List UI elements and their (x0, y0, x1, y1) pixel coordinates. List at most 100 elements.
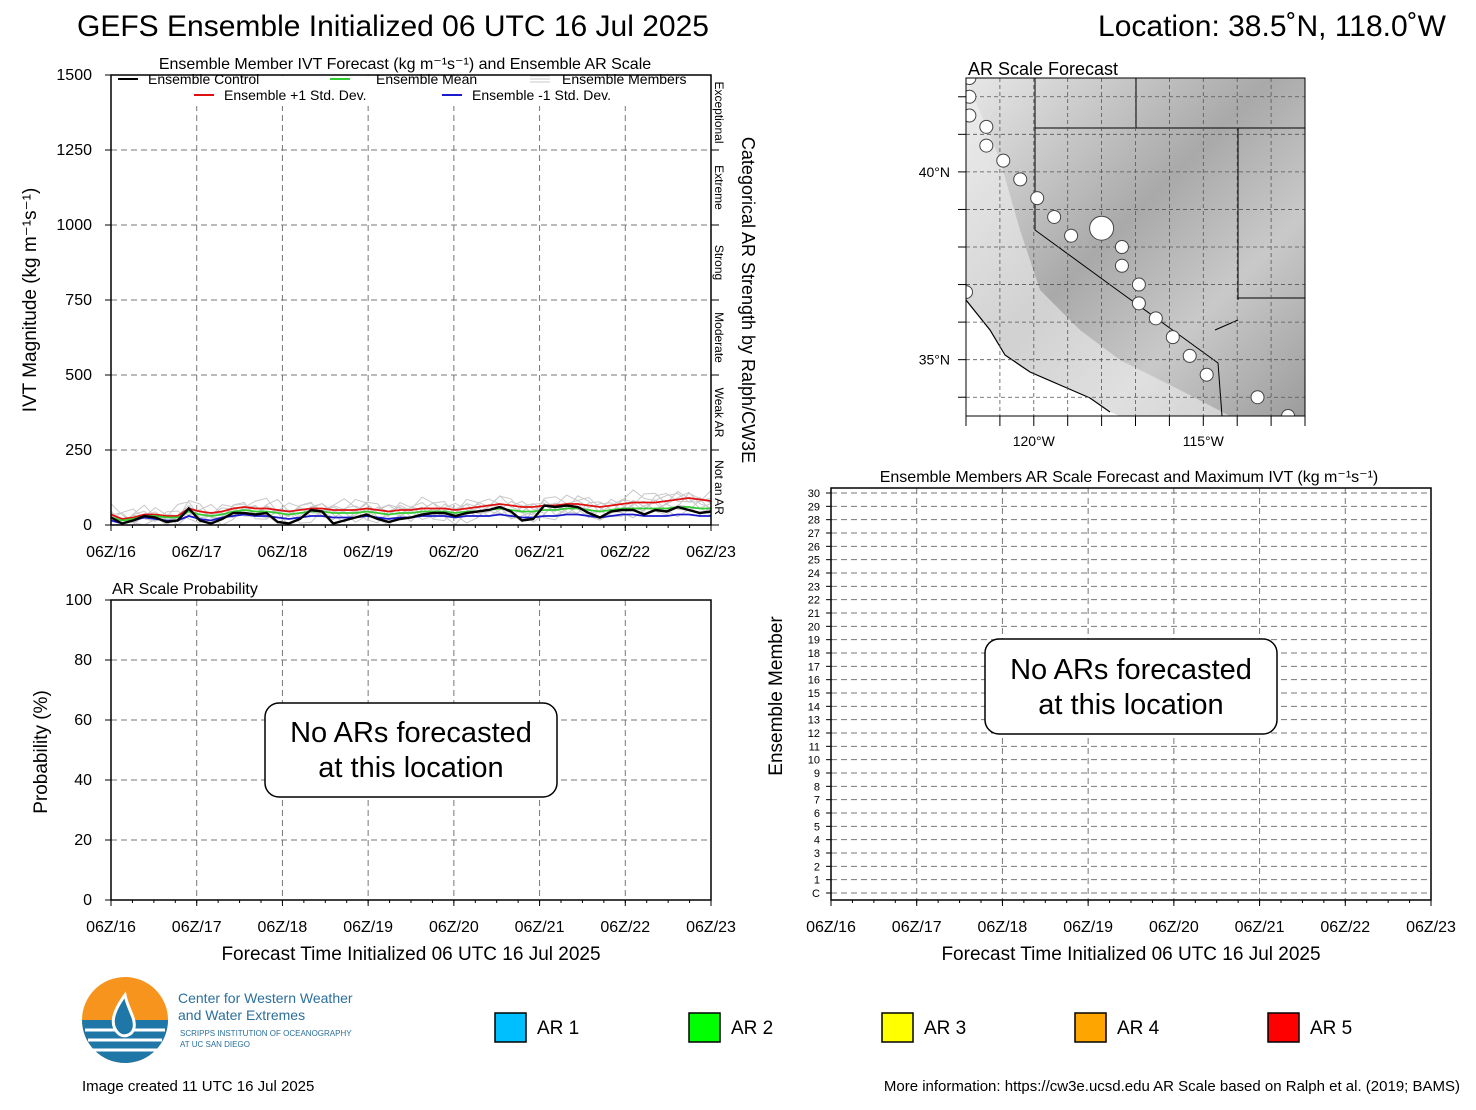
map-track-point (966, 78, 977, 85)
map-lowland-shading (966, 78, 1230, 416)
probability-chart-title: AR Scale Probability (112, 581, 258, 598)
ar-category-label: Strong (712, 245, 726, 280)
members-ytick-label: 13 (808, 715, 820, 727)
map-track-point (979, 119, 994, 134)
members-ytick-label: 27 (808, 528, 820, 540)
members-ytick-label: 18 (808, 648, 820, 660)
members-ytick-label: 28 (808, 515, 820, 527)
probability-x-ticks: 06Z/16 06Z/17 06Z/18 06Z/19 06Z/20 06Z/21 06Z/… (86, 900, 736, 936)
members-ytick-label: 2 (814, 861, 820, 873)
map-track-point (1131, 277, 1146, 292)
members-ytick-label: C (812, 888, 820, 900)
ivt-grid (111, 75, 711, 525)
ivt-x-ticks: 06Z/16 06Z/17 06Z/18 06Z/19 06Z/20 06Z/21 06Z/… (86, 525, 736, 561)
map-track-point (996, 153, 1011, 168)
ivt-xtick-label: 06Z/17 (172, 544, 222, 561)
map-track-point (1148, 311, 1163, 326)
ivt-series-lines (110, 489, 712, 526)
logo-droplet-icon (111, 991, 136, 1038)
members-x-ticks: 06Z/16 06Z/17 06Z/18 06Z/19 06Z/20 06Z/21 06Z/… (806, 900, 1456, 936)
ar-category-label: Moderate (712, 312, 726, 363)
members-ytick-label: 1 (814, 875, 820, 887)
members-ytick-label: 25 (808, 555, 820, 567)
page-title: GEFS Ensemble Initialized 06 UTC 16 Jul … (77, 10, 709, 43)
members-ytick-label: 3 (814, 848, 820, 860)
map-track-point (1131, 296, 1146, 311)
ivt-legend-bg (112, 76, 710, 106)
ivt-y-ticks: 0 250 500 750 1000 1250 1500 (56, 67, 111, 534)
ivt-legend-label: Ensemble Members (562, 71, 687, 87)
ivt-legend-label: Ensemble +1 Std. Dev. (224, 87, 367, 103)
members-xtick-label: 06Z/21 (1235, 919, 1285, 936)
probability-xtick-label: 06Z/18 (258, 919, 308, 936)
map-grid (966, 78, 1305, 416)
map-track-point (1064, 228, 1079, 243)
map-track-point (1114, 240, 1129, 254)
probability-x-axis-label: Forecast Time Initialized 06 UTC 16 Jul … (221, 944, 600, 965)
map-track-point (979, 138, 994, 153)
members-ytick-label: 4 (814, 835, 820, 847)
members-ytick-label: 17 (808, 661, 820, 673)
ivt-ytick-label: 0 (83, 517, 92, 534)
ar-legend-swatch (881, 1012, 914, 1043)
map-track-point (1165, 330, 1180, 345)
map-track-point (1281, 409, 1296, 416)
ivt-legend-label: Ensemble -1 Std. Dev. (472, 87, 611, 103)
map-ocean (966, 300, 1120, 416)
probability-y-ticks: 0 20 40 60 80 100 (65, 592, 111, 909)
ivt-xtick-label: 06Z/18 (258, 544, 308, 561)
map-lon-label: 115°W (1183, 433, 1225, 449)
probability-chart: AR Scale Probability 0 20 40 60 80 100 06Z/16… (31, 581, 736, 965)
ar-legend-swatch (688, 1012, 721, 1043)
ivt-series-line (110, 506, 711, 522)
ivt-xtick-label: 06Z/19 (343, 544, 393, 561)
logo-text-line1: Center for Western Weather (178, 990, 353, 1006)
members-y-axis-label: Ensemble Member (766, 616, 787, 776)
probability-ytick-label: 20 (74, 832, 92, 849)
map-state-borders (1035, 78, 1305, 331)
members-xtick-label: 06Z/19 (1063, 919, 1113, 936)
ar-legend-label: AR 3 (924, 1018, 966, 1039)
ar-scale-legend: AR 1 AR 2 AR 3 AR 4 AR 5 (494, 1012, 1352, 1043)
probability-ytick-label: 80 (74, 652, 92, 669)
probability-xtick-label: 06Z/19 (343, 919, 393, 936)
members-ytick-label: 8 (814, 781, 820, 793)
members-ytick-label: 22 (808, 595, 820, 607)
map-coastline (966, 299, 1111, 413)
map-track-point (1030, 191, 1045, 206)
ar-category-label: Exceptional (712, 81, 726, 143)
members-ytick-label: 12 (808, 728, 820, 740)
ivt-ytick-label: 1000 (56, 217, 92, 234)
ivt-chart: Ensemble Member IVT Forecast (kg m⁻¹s⁻¹)… (20, 56, 758, 561)
members-ytick-label: 7 (814, 795, 820, 807)
members-ytick-label: 29 (808, 501, 820, 513)
map-location-point (1089, 215, 1115, 241)
map-track-point (1013, 172, 1028, 187)
ivt-y-axis-label: IVT Magnitude (kg m⁻¹s⁻¹) (20, 188, 41, 413)
members-ytick-label: 11 (809, 741, 820, 753)
map-track-point (1114, 258, 1129, 273)
probability-y-axis-label: Probability (%) (31, 690, 52, 814)
members-ytick-label: 23 (808, 581, 820, 593)
ivt-right-axis-label: Categorical AR Strength by Ralph/CW3E (738, 137, 758, 463)
ar-scale-map: AR Scale Forecast 40°N 35°N 120°W 115°W (919, 59, 1306, 449)
members-grid (831, 488, 1431, 900)
map-track-points (966, 78, 1296, 416)
ar-legend-label: AR 4 (1117, 1018, 1160, 1039)
ivt-ytick-label: 250 (65, 442, 92, 459)
ivt-ytick-label: 1250 (56, 142, 92, 159)
members-ytick-label: 5 (814, 821, 820, 833)
probability-xtick-label: 06Z/22 (600, 919, 650, 936)
map-lat-label: 35°N (919, 352, 950, 368)
members-ytick-label: 6 (814, 808, 820, 820)
members-ytick-label: 19 (808, 635, 820, 647)
map-lat-label: 40°N (919, 164, 950, 180)
members-chart: Ensemble Members AR Scale Forecast and M… (766, 469, 1456, 965)
ar-legend-label: AR 1 (537, 1018, 579, 1039)
probability-ytick-label: 0 (83, 892, 92, 909)
members-ytick-label: 24 (808, 568, 820, 580)
members-ytick-label: 21 (808, 608, 820, 620)
ar-category-label: Weak AR (712, 388, 726, 438)
map-track-point (966, 89, 977, 104)
